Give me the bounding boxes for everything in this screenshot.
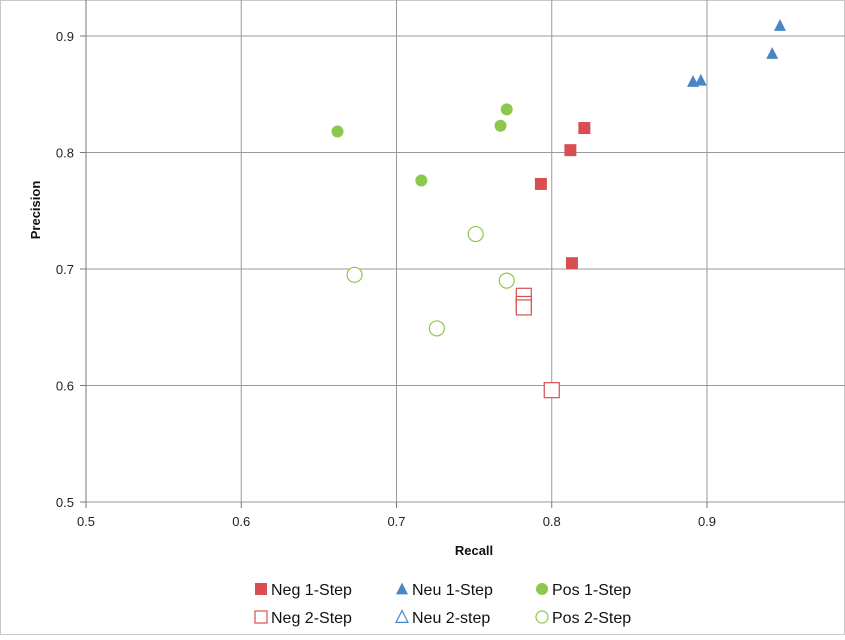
point-neu-1-step	[773, 19, 786, 31]
point-neg-2-step	[543, 382, 560, 399]
point-neg-1-step	[564, 144, 577, 157]
legend-marker	[536, 583, 548, 595]
grid	[86, 0, 845, 503]
y-tick-label: 0.5	[56, 495, 74, 510]
point-pos-2-step	[498, 272, 515, 289]
legend-label: Neu 2-step	[412, 610, 490, 627]
data-points	[331, 19, 786, 399]
legend-label: Neg 2-Step	[271, 610, 352, 627]
point-pos-2-step	[346, 266, 363, 283]
y-tick-label: 0.9	[56, 29, 74, 44]
x-tick-label: 0.8	[543, 514, 561, 529]
legend-marker	[395, 609, 409, 624]
point-neu-1-step	[766, 47, 779, 59]
legend-label: Pos 1-Step	[552, 582, 631, 599]
legend-marker	[535, 610, 549, 624]
x-tick-label: 0.5	[77, 514, 95, 529]
y-tick-label: 0.6	[56, 379, 74, 394]
point-pos-2-step	[467, 225, 484, 243]
y-tick-label: 0.8	[56, 146, 74, 161]
legend-marker	[396, 582, 408, 595]
y-axis-title: Precision	[28, 181, 43, 240]
x-tick-label: 0.9	[698, 514, 716, 529]
legend-label: Neu 1-Step	[412, 582, 493, 599]
axes: 0.5 0.6 0.7 0.8 0.9 0.5 0.6 0.7 0.8 0.9	[56, 0, 716, 529]
legend-label: Pos 2-Step	[552, 610, 631, 627]
x-tick-label: 0.6	[232, 514, 250, 529]
point-pos-1-step	[500, 103, 513, 116]
point-pos-1-step	[415, 174, 428, 187]
point-pos-2-step	[428, 320, 445, 337]
point-neg-2-step	[515, 299, 532, 316]
point-neg-1-step	[578, 122, 591, 135]
point-neu-1-step	[694, 73, 707, 86]
legend-marker	[255, 583, 267, 595]
legend-label: Neg 1-Step	[271, 582, 352, 599]
y-tick-label: 0.7	[56, 262, 74, 277]
point-neg-1-step	[534, 177, 547, 190]
point-pos-1-step	[331, 125, 344, 138]
point-neg-1-step	[565, 257, 578, 270]
x-axis-title: Recall	[455, 543, 493, 558]
legend: Neg 1-Step Neu 1-Step Pos 1-Step Neg 2-Step…	[254, 582, 631, 627]
x-tick-label: 0.7	[387, 514, 405, 529]
legend-marker	[254, 610, 268, 624]
point-pos-1-step	[494, 119, 507, 132]
